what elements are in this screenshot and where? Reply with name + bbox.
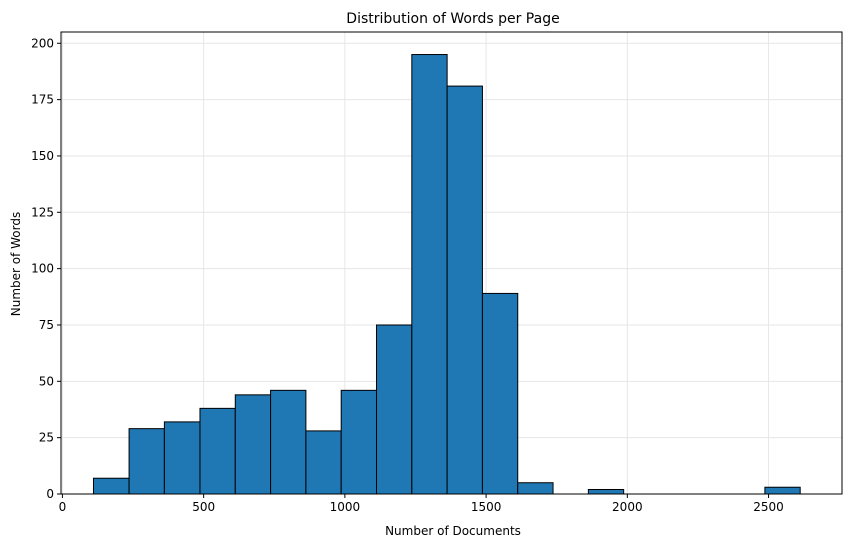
y-tick-label: 200 [31, 36, 54, 50]
x-tick-label: 1500 [471, 500, 502, 514]
x-tick-label: 0 [59, 500, 67, 514]
y-axis-label: Number of Words [9, 212, 23, 317]
y-tick-label: 75 [39, 318, 54, 332]
histogram-bar [764, 486, 801, 495]
histogram-bar [517, 482, 554, 495]
bars [92, 54, 801, 495]
histogram-bar [92, 477, 130, 495]
y-tick-label: 125 [31, 205, 54, 219]
histogram-bar [305, 430, 342, 495]
y-axis-ticks: 0 25 50 75 100 125 150 175 200 [31, 36, 61, 501]
histogram-bar [376, 324, 413, 495]
x-tick-label: 2000 [612, 500, 643, 514]
y-tick-label: 100 [31, 262, 54, 276]
x-tick-label: 2500 [753, 500, 784, 514]
y-tick-label: 150 [31, 149, 54, 163]
chart-title: Distribution of Words per Page [346, 11, 559, 27]
histogram-bar [270, 389, 307, 495]
histogram-bar [234, 394, 272, 495]
histogram-bar [411, 54, 448, 495]
x-tick-label: 500 [192, 500, 215, 514]
histogram-bar [481, 292, 519, 495]
histogram-bar [199, 407, 236, 495]
y-tick-label: 0 [46, 487, 54, 501]
x-tick-label: 1000 [330, 500, 361, 514]
x-axis-label: Number of Documents [385, 524, 521, 538]
histogram-bar [163, 421, 201, 495]
x-axis-ticks: 0 500 1000 1500 2000 2500 [59, 494, 784, 514]
histogram-bar [446, 85, 483, 495]
histogram-bar [128, 428, 165, 495]
plot-frame [60, 31, 843, 495]
histogram-bar [587, 488, 625, 495]
y-tick-label: 25 [39, 431, 54, 445]
histogram-bar [340, 389, 378, 495]
y-tick-label: 175 [31, 93, 54, 107]
y-tick-label: 50 [39, 374, 54, 388]
